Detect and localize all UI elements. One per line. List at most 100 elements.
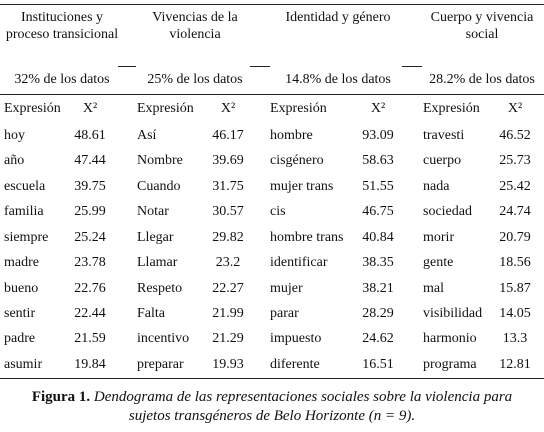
cell-value: 58.63: [362, 153, 394, 168]
cell-value: 24.62: [362, 331, 394, 346]
cell-value: 16.51: [362, 357, 394, 372]
column-header: X²: [220, 101, 236, 116]
cell-value: 21.29: [212, 331, 244, 346]
column-header: Expresión: [137, 101, 194, 116]
group-share: 32% de los datos: [14, 72, 110, 87]
cell-value: 39.75: [74, 179, 106, 194]
cell-value: 22.27: [212, 281, 244, 296]
column-header: X²: [370, 101, 386, 116]
cell-word: año: [4, 153, 25, 168]
cell-value: 22.44: [74, 306, 106, 321]
cell-word: gente: [423, 255, 454, 270]
cell-value: 25.42: [499, 179, 531, 194]
cell-value: 25.73: [499, 153, 531, 168]
cell-word: Falta: [137, 306, 165, 321]
cell-word: familia: [4, 204, 44, 219]
group-share: 28.2% de los datos: [429, 72, 535, 87]
cell-word: hoy: [4, 128, 25, 143]
cell-value: 28.29: [362, 306, 394, 321]
cell-word: programa: [423, 357, 477, 372]
cell-word: bueno: [4, 281, 39, 296]
group-title: Instituciones y proceso transicional: [5, 10, 119, 42]
cell-value: 20.79: [499, 230, 531, 245]
cell-value: 25.24: [74, 230, 106, 245]
cell-word: preparar: [137, 357, 184, 372]
cell-value: 47.44: [74, 153, 106, 168]
cell-word: mujer: [270, 281, 303, 296]
cell-value: 38.35: [362, 255, 394, 270]
cell-word: Respeto: [137, 281, 183, 296]
cell-word: mal: [423, 281, 444, 296]
cell-word: harmonio: [423, 331, 477, 346]
cell-word: identificar: [270, 255, 328, 270]
cell-word: cisgénero: [270, 153, 324, 168]
group-title: Cuerpo y vivencia social: [430, 10, 534, 42]
cell-value: 30.57: [212, 204, 244, 219]
column-header: Expresión: [423, 101, 480, 116]
cell-value: 46.75: [362, 204, 394, 219]
rule: [402, 66, 422, 67]
cell-word: cis: [270, 204, 286, 219]
cell-word: Así: [137, 128, 157, 143]
cell-value: 40.84: [362, 230, 394, 245]
cell-word: asumir: [4, 357, 43, 372]
group-title: Vivencias de la violencia: [152, 10, 238, 42]
caption-text: Dendograma de las representaciones socia…: [93, 389, 513, 424]
rule: [118, 66, 136, 67]
cell-value: 22.76: [74, 281, 106, 296]
cell-value: 21.99: [212, 306, 244, 321]
cell-value: 14.05: [499, 306, 531, 321]
cell-value: 19.93: [212, 357, 244, 372]
rule: [0, 378, 544, 379]
cell-word: sociedad: [423, 204, 472, 219]
cell-word: diferente: [270, 357, 320, 372]
cell-word: visibilidad: [423, 306, 483, 321]
cell-word: parar: [270, 306, 299, 321]
cell-value: 31.75: [212, 179, 244, 194]
cell-value: 46.52: [499, 128, 531, 143]
cell-value: 21.59: [74, 331, 106, 346]
cell-word: hombre: [270, 128, 313, 143]
cell-value: 29.82: [212, 230, 244, 245]
cell-word: mujer trans: [270, 179, 334, 194]
rule: [250, 66, 270, 67]
cell-value: 51.55: [362, 179, 394, 194]
cell-value: 38.21: [362, 281, 394, 296]
cell-word: Llegar: [137, 230, 174, 245]
group-title: Identidad y género: [285, 10, 391, 25]
cell-word: escuela: [4, 179, 46, 194]
column-header: Expresión: [270, 101, 327, 116]
cell-word: Cuando: [137, 179, 181, 194]
cell-value: 12.81: [499, 357, 531, 372]
column-header: X²: [82, 101, 98, 116]
cell-value: 13.3: [502, 331, 528, 346]
cell-value: 19.84: [74, 357, 106, 372]
column-header: X²: [507, 101, 523, 116]
rule: [0, 94, 544, 95]
cell-word: Llamar: [137, 255, 178, 270]
cell-word: hombre trans: [270, 230, 344, 245]
cell-value: 18.56: [499, 255, 531, 270]
cell-value: 24.74: [499, 204, 531, 219]
cell-word: Nombre: [137, 153, 183, 168]
cell-value: 25.99: [74, 204, 106, 219]
cell-word: siempre: [4, 230, 49, 245]
cell-value: 46.17: [212, 128, 244, 143]
cell-word: padre: [4, 331, 36, 346]
cell-value: 15.87: [499, 281, 531, 296]
cell-word: cuerpo: [423, 153, 462, 168]
cell-word: morir: [423, 230, 455, 245]
caption-label: Figura 1.: [31, 389, 91, 405]
group-share: 14.8% de los datos: [285, 72, 391, 87]
cell-word: nada: [423, 179, 450, 194]
rule: [0, 4, 544, 5]
column-header: Expresión: [4, 101, 61, 116]
cell-value: 23.78: [74, 255, 106, 270]
cell-word: sentir: [4, 306, 36, 321]
cell-value: 23.2: [215, 255, 241, 270]
caption: Figura 1. Dendograma de las representaci…: [14, 388, 530, 426]
group-share: 25% de los datos: [147, 72, 243, 87]
cell-word: madre: [4, 255, 39, 270]
cell-word: Notar: [137, 204, 169, 219]
